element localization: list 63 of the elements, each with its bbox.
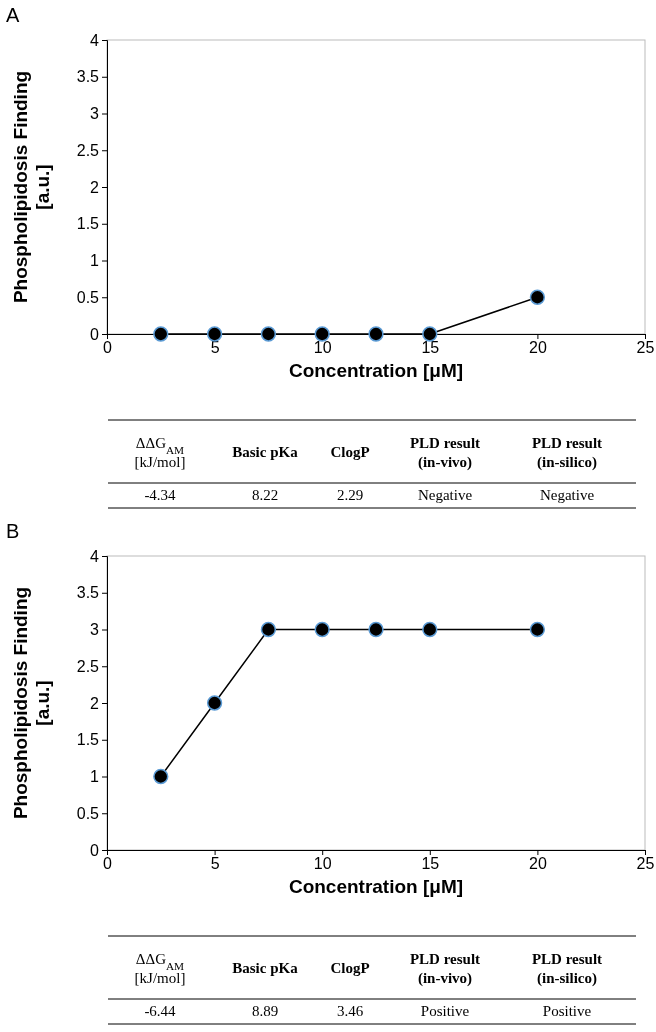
text: -4.34 — [144, 487, 177, 503]
text: ClogP — [330, 960, 370, 976]
text: PLD result (in-vivo) — [409, 434, 481, 471]
y-tick-label: 2.5 — [76, 141, 100, 159]
text: 8.22 — [251, 487, 279, 503]
text: PLD result (in-silico) — [531, 950, 603, 987]
x-tick-label: 15 — [421, 339, 440, 357]
y-axis-title: Phospholipidosis Finding [a.u.] — [10, 586, 53, 820]
text: 2.29 — [336, 487, 364, 503]
point — [368, 621, 384, 638]
x-tick-label: 5 — [210, 855, 220, 873]
y-tick-label: 4 — [90, 31, 100, 49]
x-tick-label: 20 — [529, 339, 547, 357]
point — [260, 621, 277, 638]
text: Negative — [417, 487, 473, 503]
y-tick-label: 3.5 — [76, 68, 100, 86]
x-axis-title: Concentration [μM] — [288, 876, 464, 897]
y-tick-label: 3 — [90, 105, 100, 123]
text: 3.46 — [336, 1003, 364, 1019]
text: 8.89 — [251, 1003, 279, 1019]
y-tick-label: 0 — [90, 325, 100, 343]
y-tick-label: 2 — [90, 178, 100, 196]
x-tick-label: 20 — [529, 855, 547, 873]
x-tick-label: 15 — [421, 855, 440, 873]
y-tick-label: 2.5 — [76, 657, 100, 675]
text: PLD result (in-vivo) — [409, 950, 481, 987]
y-axis-title: Phospholipidosis Finding [a.u.] — [10, 70, 53, 304]
y-tick-label: 1.5 — [76, 731, 100, 749]
y-tick-label: 0.5 — [76, 804, 100, 822]
x-tick-label: 10 — [313, 339, 332, 357]
y-tick-label: 1 — [90, 252, 100, 270]
text: Positive — [420, 1003, 470, 1019]
x-tick-label: 25 — [636, 339, 655, 357]
x-axis-title: Concentration [μM] — [288, 360, 464, 381]
point — [206, 695, 223, 711]
point — [314, 621, 330, 638]
text: PLD result (in-silico) — [531, 434, 603, 471]
y-tick-label: 1.5 — [76, 215, 100, 233]
text: Negative — [539, 487, 595, 503]
text: ΔΔG$_{AM}$ [kJ/mol] — [134, 950, 186, 986]
text: ClogP — [330, 444, 370, 460]
y-tick-label: 0 — [90, 841, 100, 859]
text: Basic pKa — [232, 960, 299, 976]
y-tick-label: 4 — [90, 547, 100, 565]
point — [529, 621, 546, 638]
chart-title: B — [6, 520, 20, 542]
text: -6.44 — [144, 1003, 177, 1019]
x-tick-label: 25 — [636, 855, 655, 873]
y-tick-label: 2 — [90, 694, 100, 712]
x-tick-label: 10 — [313, 855, 332, 873]
x-tick-label: 0 — [103, 339, 113, 357]
text: Positive — [542, 1003, 592, 1019]
y-tick-label: 3.5 — [76, 584, 100, 602]
point — [153, 768, 169, 785]
y-tick-label: 1 — [90, 768, 100, 786]
x-tick-label: 0 — [103, 855, 113, 873]
text: ΔΔG$_{AM}$ [kJ/mol] — [134, 434, 186, 470]
chart-title: A — [6, 4, 20, 26]
point — [422, 621, 438, 638]
y-tick-label: 3 — [90, 621, 100, 639]
x-tick-label: 5 — [210, 339, 220, 357]
y-tick-label: 0.5 — [76, 288, 100, 306]
text: Basic pKa — [232, 444, 299, 460]
